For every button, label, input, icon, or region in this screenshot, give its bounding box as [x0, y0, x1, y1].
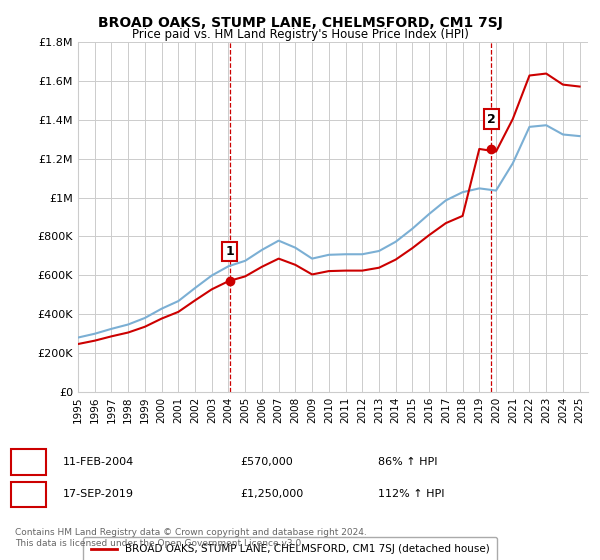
- Text: Price paid vs. HM Land Registry's House Price Index (HPI): Price paid vs. HM Land Registry's House …: [131, 28, 469, 41]
- Text: BROAD OAKS, STUMP LANE, CHELMSFORD, CM1 7SJ: BROAD OAKS, STUMP LANE, CHELMSFORD, CM1 …: [98, 16, 502, 30]
- Text: 1: 1: [25, 457, 32, 467]
- Text: 11-FEB-2004: 11-FEB-2004: [63, 457, 134, 467]
- Text: 86% ↑ HPI: 86% ↑ HPI: [378, 457, 437, 467]
- Text: 2: 2: [25, 489, 32, 500]
- Text: 2: 2: [487, 113, 496, 125]
- Text: £1,250,000: £1,250,000: [240, 489, 303, 500]
- Text: £570,000: £570,000: [240, 457, 293, 467]
- Text: 17-SEP-2019: 17-SEP-2019: [63, 489, 134, 500]
- Text: 112% ↑ HPI: 112% ↑ HPI: [378, 489, 445, 500]
- Legend: BROAD OAKS, STUMP LANE, CHELMSFORD, CM1 7SJ (detached house), HPI: Average price: BROAD OAKS, STUMP LANE, CHELMSFORD, CM1 …: [83, 537, 497, 560]
- Text: 1: 1: [226, 245, 235, 258]
- Text: Contains HM Land Registry data © Crown copyright and database right 2024.
This d: Contains HM Land Registry data © Crown c…: [15, 528, 367, 548]
